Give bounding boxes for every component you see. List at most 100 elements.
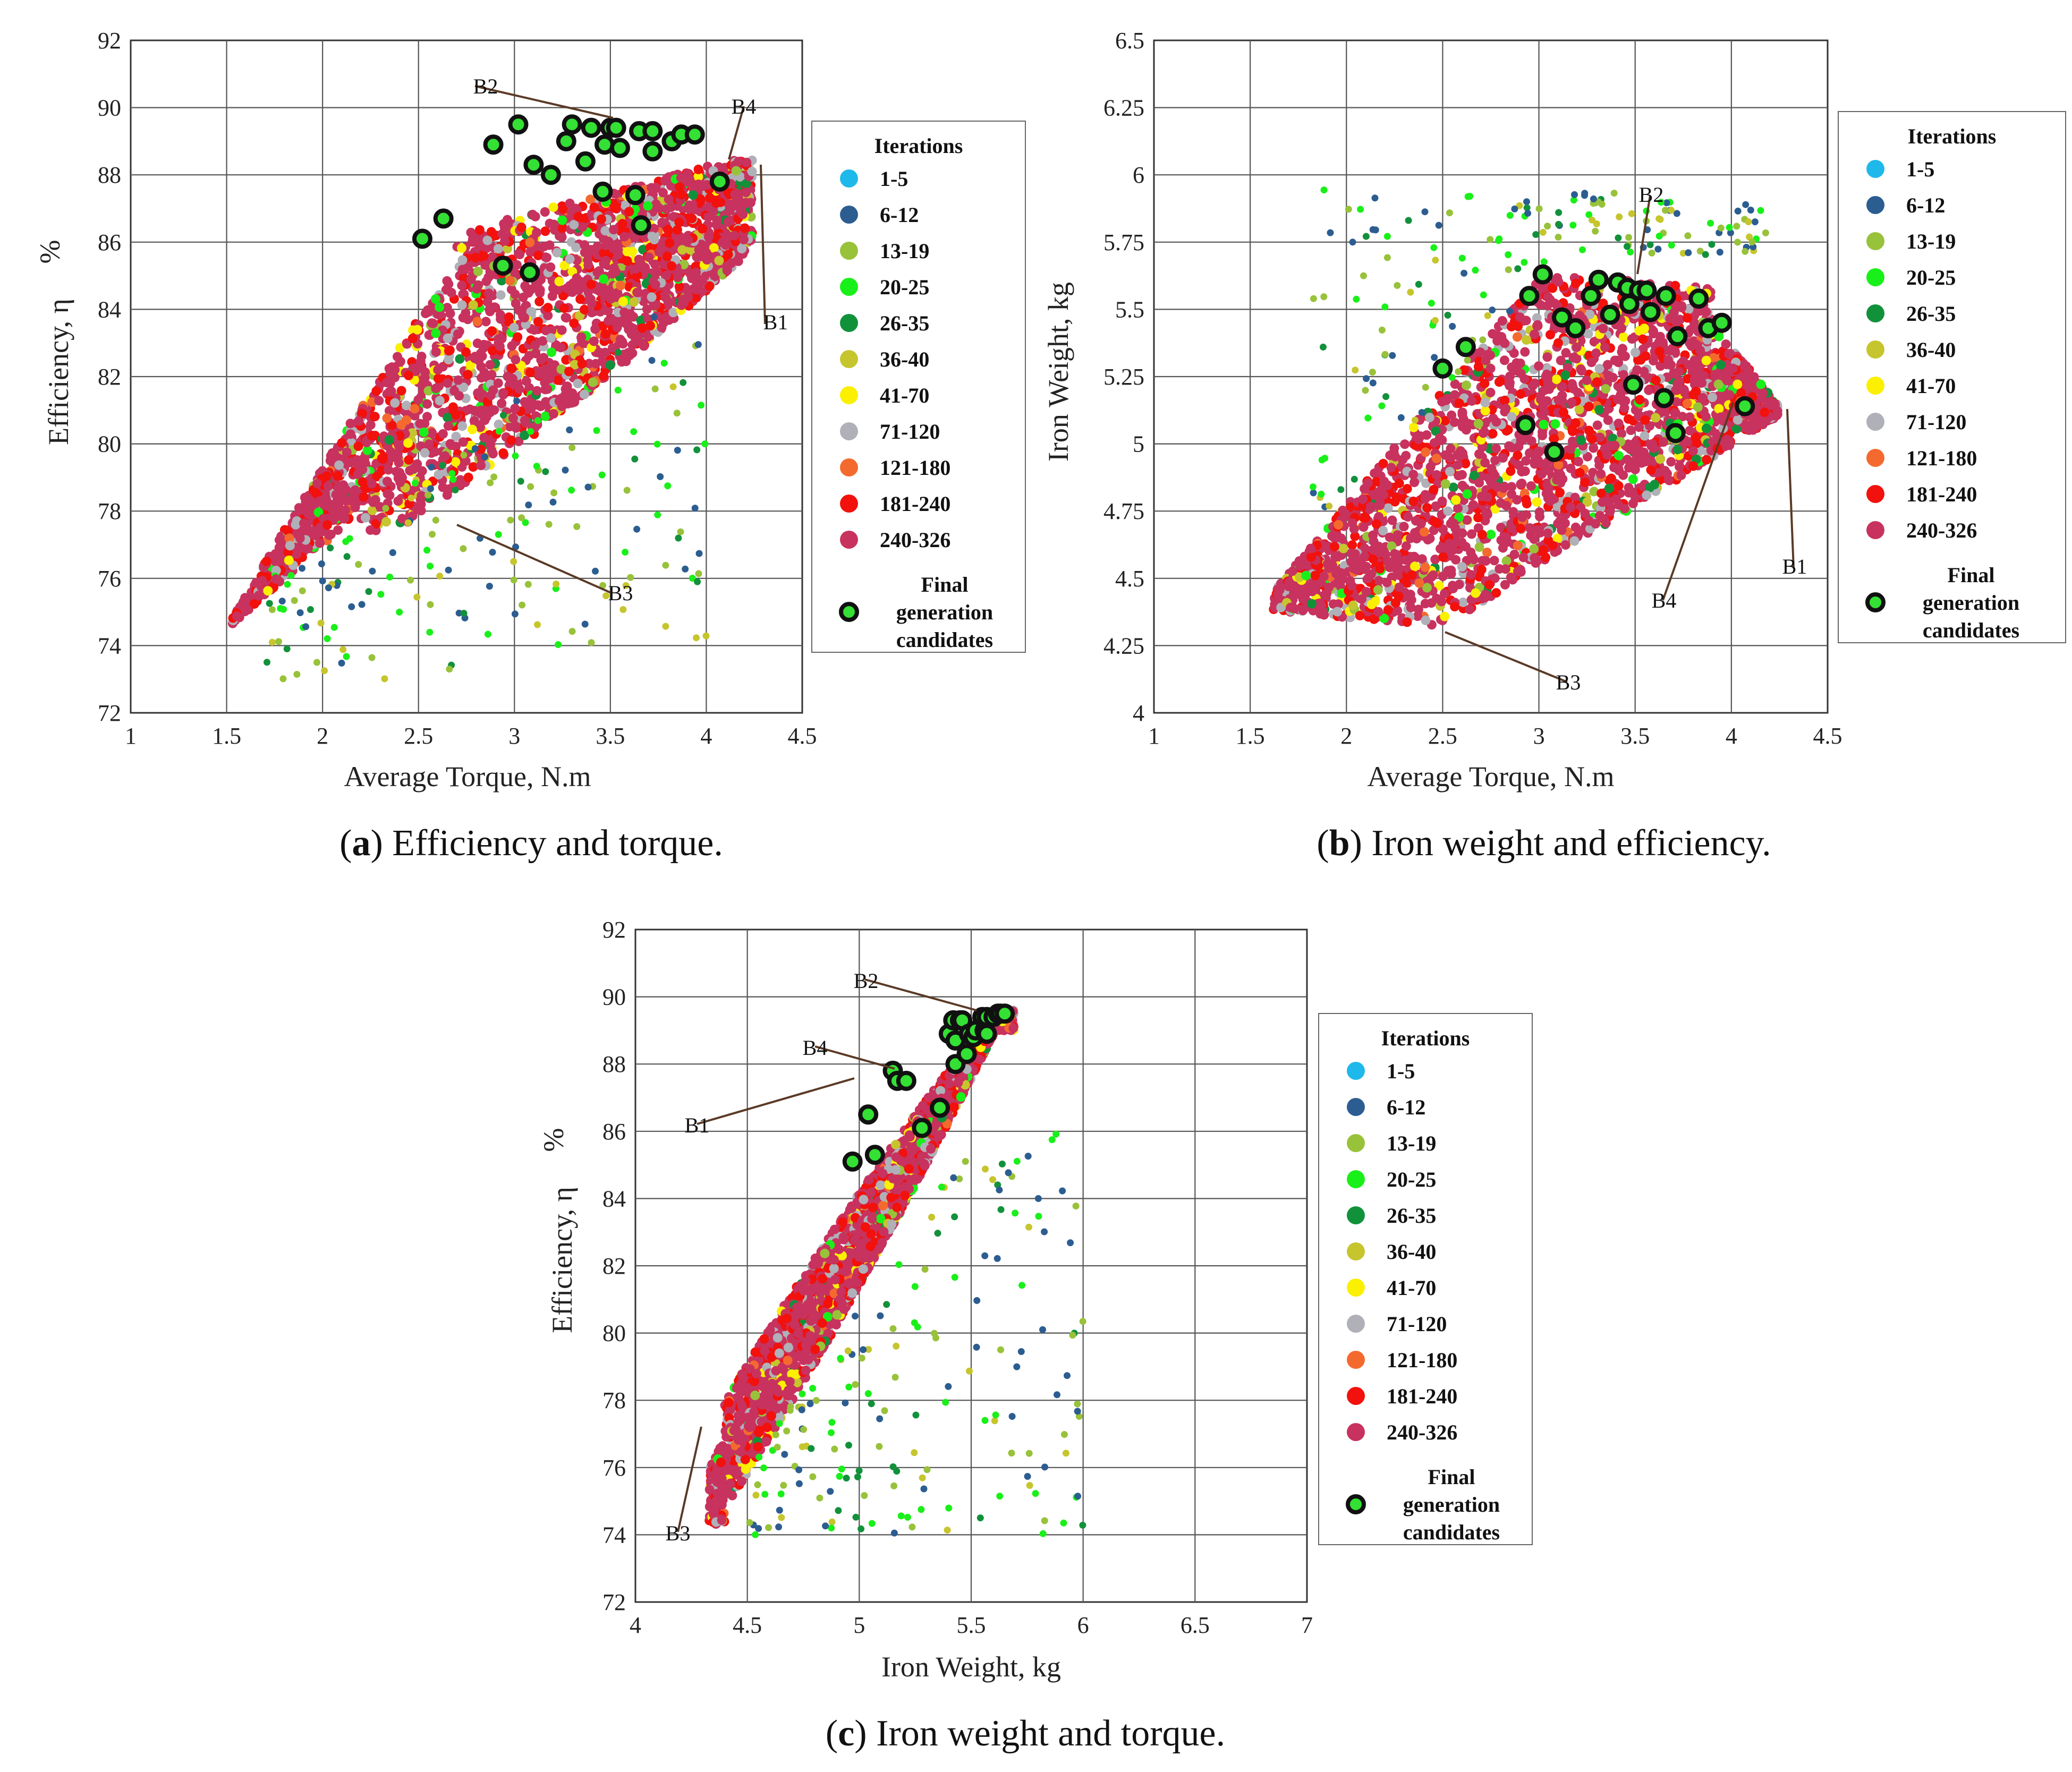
y-tick-label: 78 (98, 498, 121, 524)
legend-label: 26-35 (880, 311, 929, 335)
scatter-point (576, 332, 587, 342)
scatter-point (303, 543, 313, 553)
scatter-point (1445, 467, 1455, 476)
scatter-point (499, 412, 507, 419)
scatter-point (460, 610, 468, 617)
scatter-point (403, 438, 413, 448)
legend-label: 181-240 (880, 492, 950, 516)
final-candidate-point (523, 155, 544, 175)
scatter-point (1467, 552, 1477, 562)
scatter-point (415, 419, 425, 429)
scatter-point (353, 441, 363, 451)
scatter-point (427, 601, 434, 608)
y-tick-label: 6.25 (1103, 95, 1144, 121)
legend-label: 240-326 (880, 528, 950, 552)
scatter-point (657, 314, 667, 324)
scatter-point (343, 553, 351, 560)
final-candidate-point (575, 151, 596, 172)
final-candidate-point (520, 262, 540, 283)
scatter-point (333, 525, 343, 535)
scatter-point (553, 581, 560, 587)
scatter-point (545, 218, 555, 228)
final-candidate-point (483, 134, 504, 155)
scatter-point (557, 232, 567, 242)
scatter-point (446, 666, 453, 673)
scatter-point (497, 398, 507, 408)
scatter-point (577, 359, 587, 369)
y-axis-label: Efficiency, η (43, 299, 74, 445)
scatter-point (479, 433, 489, 442)
scatter-point (444, 346, 454, 356)
legend-label: 41-70 (880, 384, 929, 407)
scatter-point (534, 417, 541, 424)
scatter-point (348, 603, 355, 610)
scatter-point (495, 428, 503, 435)
scatter-point (493, 244, 503, 254)
scatter-point (648, 357, 656, 364)
scatter-point (1394, 582, 1404, 592)
scatter-point (377, 591, 385, 598)
scatter-point (413, 593, 421, 601)
scatter-point (342, 538, 350, 546)
scatter-point (687, 269, 697, 279)
scatter-point (643, 201, 653, 211)
x-tick-label: 3 (508, 723, 520, 749)
scatter-point (510, 558, 517, 565)
scatter-point (716, 197, 726, 207)
scatter-point (1591, 348, 1601, 358)
legend-swatch (840, 531, 858, 549)
scatter-point (573, 379, 583, 389)
scatter-point (510, 576, 517, 584)
scatter-point (457, 421, 468, 431)
scatter-point (568, 444, 576, 451)
chart-panel-b: 1 1.5 2 2.5 3 3.5 4 4.544.254.54.7555.255.55.75… (1042, 28, 2066, 864)
y-tick-label: 4.25 (1103, 633, 1144, 659)
scatter-point (342, 447, 352, 457)
scatter-point (662, 251, 672, 261)
scatter-point (1446, 444, 1456, 454)
scatter-point (1426, 598, 1437, 608)
scatter-point (1597, 488, 1606, 498)
scatter-point (674, 447, 681, 454)
scatter-point (498, 388, 508, 398)
scatter-point (1666, 457, 1676, 467)
scatter-point (1618, 344, 1627, 354)
y-tick-label: 5 (1133, 431, 1144, 457)
x-tick-label: 4 (1726, 723, 1737, 749)
scatter-point (525, 501, 532, 509)
scatter-point (1609, 463, 1619, 473)
scatter-point (394, 458, 404, 467)
scatter-point (695, 570, 702, 577)
scatter-point (524, 581, 532, 588)
scatter-point (469, 416, 479, 426)
scatter-point (472, 317, 482, 327)
scatter-point (1550, 419, 1560, 429)
scatter-point (404, 455, 414, 465)
legend-swatch (840, 386, 858, 404)
scatter-point (343, 653, 350, 660)
scatter-point (338, 659, 345, 667)
scatter-point (693, 446, 701, 454)
x-tick-label: 4.5 (1813, 723, 1842, 749)
scatter-point (310, 488, 320, 498)
scatter-point (730, 190, 740, 200)
scatter-point (488, 385, 498, 395)
scatter-point (580, 304, 589, 314)
scatter-point (1551, 374, 1561, 384)
scatter-point (433, 365, 443, 375)
y-tick-label: 4.75 (1103, 498, 1144, 524)
final-candidate-point (709, 171, 730, 192)
scatter-point (1512, 332, 1522, 342)
scatter-point (411, 480, 419, 487)
scatter-point (463, 370, 473, 380)
scatter-point (407, 576, 414, 584)
scatter-point (540, 207, 550, 217)
scatter-point (1577, 366, 1586, 376)
scatter-point (325, 584, 332, 592)
scatter-point (610, 267, 621, 277)
scatter-point (457, 255, 468, 265)
scatter-point (452, 486, 459, 493)
x-axis-label: Average Torque, N.m (344, 761, 591, 793)
scatter-point (611, 201, 621, 211)
scatter-point (650, 279, 660, 289)
